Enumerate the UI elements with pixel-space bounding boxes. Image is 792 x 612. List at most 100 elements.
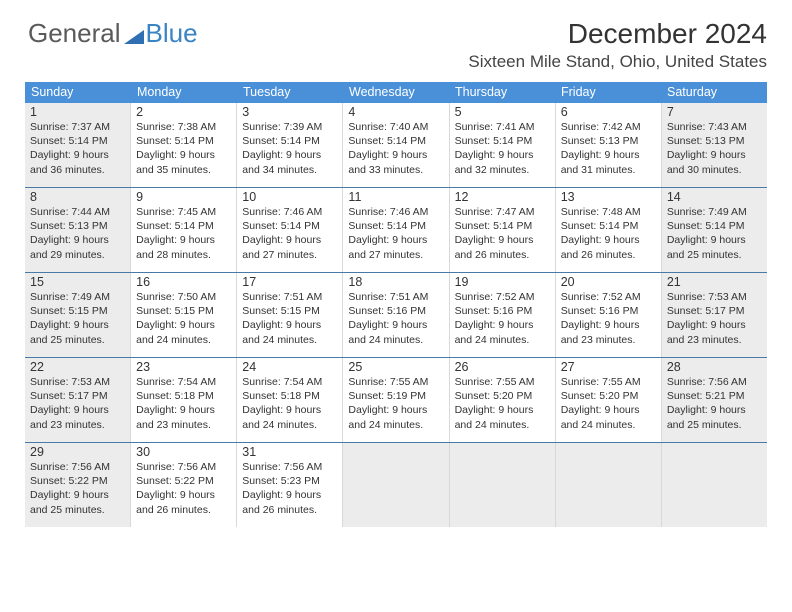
weekday-header: Sunday xyxy=(25,82,131,103)
calendar-cell: 26Sunrise: 7:55 AMSunset: 5:20 PMDayligh… xyxy=(450,358,556,442)
day-number: 13 xyxy=(561,190,656,204)
day-number: 27 xyxy=(561,360,656,374)
day-info: Sunrise: 7:56 AMSunset: 5:22 PMDaylight:… xyxy=(30,460,125,517)
day-info: Sunrise: 7:54 AMSunset: 5:18 PMDaylight:… xyxy=(136,375,231,432)
day-info: Sunrise: 7:52 AMSunset: 5:16 PMDaylight:… xyxy=(455,290,550,347)
calendar-cell: 14Sunrise: 7:49 AMSunset: 5:14 PMDayligh… xyxy=(662,188,767,272)
calendar-cell: 29Sunrise: 7:56 AMSunset: 5:22 PMDayligh… xyxy=(25,443,131,527)
calendar-cell-empty xyxy=(662,443,767,527)
calendar-cell: 10Sunrise: 7:46 AMSunset: 5:14 PMDayligh… xyxy=(237,188,343,272)
calendar-cell-empty xyxy=(343,443,449,527)
day-info: Sunrise: 7:48 AMSunset: 5:14 PMDaylight:… xyxy=(561,205,656,262)
calendar-cell: 6Sunrise: 7:42 AMSunset: 5:13 PMDaylight… xyxy=(556,103,662,187)
day-number: 23 xyxy=(136,360,231,374)
calendar-cell: 20Sunrise: 7:52 AMSunset: 5:16 PMDayligh… xyxy=(556,273,662,357)
calendar-cell: 18Sunrise: 7:51 AMSunset: 5:16 PMDayligh… xyxy=(343,273,449,357)
day-number: 20 xyxy=(561,275,656,289)
calendar-cell: 9Sunrise: 7:45 AMSunset: 5:14 PMDaylight… xyxy=(131,188,237,272)
day-number: 11 xyxy=(348,190,443,204)
day-number: 6 xyxy=(561,105,656,119)
calendar-week: 22Sunrise: 7:53 AMSunset: 5:17 PMDayligh… xyxy=(25,357,767,442)
calendar-cell: 24Sunrise: 7:54 AMSunset: 5:18 PMDayligh… xyxy=(237,358,343,442)
page-header: General Blue December 2024 Sixteen Mile … xyxy=(0,0,792,78)
calendar-cell: 30Sunrise: 7:56 AMSunset: 5:22 PMDayligh… xyxy=(131,443,237,527)
weekday-header: Monday xyxy=(131,82,237,103)
day-number: 26 xyxy=(455,360,550,374)
calendar-cell-empty xyxy=(450,443,556,527)
day-number: 14 xyxy=(667,190,762,204)
day-number: 18 xyxy=(348,275,443,289)
calendar-cell: 17Sunrise: 7:51 AMSunset: 5:15 PMDayligh… xyxy=(237,273,343,357)
logo: General Blue xyxy=(28,18,198,49)
day-info: Sunrise: 7:55 AMSunset: 5:20 PMDaylight:… xyxy=(455,375,550,432)
weekday-header: Tuesday xyxy=(237,82,343,103)
day-info: Sunrise: 7:46 AMSunset: 5:14 PMDaylight:… xyxy=(242,205,337,262)
day-number: 3 xyxy=(242,105,337,119)
calendar-cell: 31Sunrise: 7:56 AMSunset: 5:23 PMDayligh… xyxy=(237,443,343,527)
day-info: Sunrise: 7:45 AMSunset: 5:14 PMDaylight:… xyxy=(136,205,231,262)
calendar-cell: 13Sunrise: 7:48 AMSunset: 5:14 PMDayligh… xyxy=(556,188,662,272)
day-info: Sunrise: 7:51 AMSunset: 5:16 PMDaylight:… xyxy=(348,290,443,347)
day-number: 9 xyxy=(136,190,231,204)
calendar-cell: 7Sunrise: 7:43 AMSunset: 5:13 PMDaylight… xyxy=(662,103,767,187)
logo-word-2: Blue xyxy=(146,18,198,49)
day-info: Sunrise: 7:54 AMSunset: 5:18 PMDaylight:… xyxy=(242,375,337,432)
day-info: Sunrise: 7:55 AMSunset: 5:20 PMDaylight:… xyxy=(561,375,656,432)
calendar-cell: 11Sunrise: 7:46 AMSunset: 5:14 PMDayligh… xyxy=(343,188,449,272)
day-number: 22 xyxy=(30,360,125,374)
page-title: December 2024 xyxy=(468,18,767,50)
logo-triangle-icon xyxy=(124,20,144,51)
day-info: Sunrise: 7:37 AMSunset: 5:14 PMDaylight:… xyxy=(30,120,125,177)
day-number: 30 xyxy=(136,445,231,459)
calendar-cell: 8Sunrise: 7:44 AMSunset: 5:13 PMDaylight… xyxy=(25,188,131,272)
day-number: 24 xyxy=(242,360,337,374)
calendar-cell: 5Sunrise: 7:41 AMSunset: 5:14 PMDaylight… xyxy=(450,103,556,187)
calendar-week: 15Sunrise: 7:49 AMSunset: 5:15 PMDayligh… xyxy=(25,272,767,357)
weekday-header-row: SundayMondayTuesdayWednesdayThursdayFrid… xyxy=(25,82,767,103)
day-number: 25 xyxy=(348,360,443,374)
day-info: Sunrise: 7:44 AMSunset: 5:13 PMDaylight:… xyxy=(30,205,125,262)
day-info: Sunrise: 7:55 AMSunset: 5:19 PMDaylight:… xyxy=(348,375,443,432)
day-info: Sunrise: 7:52 AMSunset: 5:16 PMDaylight:… xyxy=(561,290,656,347)
day-info: Sunrise: 7:56 AMSunset: 5:21 PMDaylight:… xyxy=(667,375,762,432)
location-subtitle: Sixteen Mile Stand, Ohio, United States xyxy=(468,52,767,72)
day-number: 1 xyxy=(30,105,125,119)
day-info: Sunrise: 7:56 AMSunset: 5:23 PMDaylight:… xyxy=(242,460,337,517)
day-number: 5 xyxy=(455,105,550,119)
day-info: Sunrise: 7:53 AMSunset: 5:17 PMDaylight:… xyxy=(667,290,762,347)
calendar-cell: 23Sunrise: 7:54 AMSunset: 5:18 PMDayligh… xyxy=(131,358,237,442)
day-number: 10 xyxy=(242,190,337,204)
day-number: 15 xyxy=(30,275,125,289)
day-number: 2 xyxy=(136,105,231,119)
title-block: December 2024 Sixteen Mile Stand, Ohio, … xyxy=(468,18,767,72)
logo-word-1: General xyxy=(28,18,121,49)
calendar-cell: 1Sunrise: 7:37 AMSunset: 5:14 PMDaylight… xyxy=(25,103,131,187)
calendar-cell: 3Sunrise: 7:39 AMSunset: 5:14 PMDaylight… xyxy=(237,103,343,187)
day-info: Sunrise: 7:53 AMSunset: 5:17 PMDaylight:… xyxy=(30,375,125,432)
day-number: 29 xyxy=(30,445,125,459)
day-info: Sunrise: 7:51 AMSunset: 5:15 PMDaylight:… xyxy=(242,290,337,347)
day-info: Sunrise: 7:43 AMSunset: 5:13 PMDaylight:… xyxy=(667,120,762,177)
day-number: 4 xyxy=(348,105,443,119)
day-info: Sunrise: 7:49 AMSunset: 5:15 PMDaylight:… xyxy=(30,290,125,347)
calendar-cell: 2Sunrise: 7:38 AMSunset: 5:14 PMDaylight… xyxy=(131,103,237,187)
day-number: 7 xyxy=(667,105,762,119)
calendar: SundayMondayTuesdayWednesdayThursdayFrid… xyxy=(25,82,767,527)
calendar-cell: 12Sunrise: 7:47 AMSunset: 5:14 PMDayligh… xyxy=(450,188,556,272)
day-number: 28 xyxy=(667,360,762,374)
day-info: Sunrise: 7:41 AMSunset: 5:14 PMDaylight:… xyxy=(455,120,550,177)
calendar-week: 8Sunrise: 7:44 AMSunset: 5:13 PMDaylight… xyxy=(25,187,767,272)
calendar-cell: 16Sunrise: 7:50 AMSunset: 5:15 PMDayligh… xyxy=(131,273,237,357)
day-number: 8 xyxy=(30,190,125,204)
day-info: Sunrise: 7:38 AMSunset: 5:14 PMDaylight:… xyxy=(136,120,231,177)
day-number: 12 xyxy=(455,190,550,204)
calendar-cell: 27Sunrise: 7:55 AMSunset: 5:20 PMDayligh… xyxy=(556,358,662,442)
day-info: Sunrise: 7:56 AMSunset: 5:22 PMDaylight:… xyxy=(136,460,231,517)
weekday-header: Friday xyxy=(555,82,661,103)
day-number: 19 xyxy=(455,275,550,289)
weekday-header: Thursday xyxy=(449,82,555,103)
day-info: Sunrise: 7:50 AMSunset: 5:15 PMDaylight:… xyxy=(136,290,231,347)
day-number: 17 xyxy=(242,275,337,289)
calendar-cell: 28Sunrise: 7:56 AMSunset: 5:21 PMDayligh… xyxy=(662,358,767,442)
day-info: Sunrise: 7:46 AMSunset: 5:14 PMDaylight:… xyxy=(348,205,443,262)
